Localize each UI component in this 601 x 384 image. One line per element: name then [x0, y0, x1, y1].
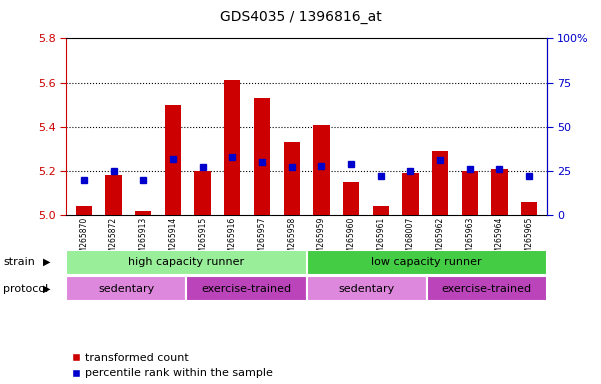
Bar [284, 142, 300, 215]
Text: GDS4035 / 1396816_at: GDS4035 / 1396816_at [219, 10, 382, 23]
Text: strain: strain [3, 257, 35, 267]
Text: exercise-trained: exercise-trained [201, 284, 291, 294]
Bar [307, 276, 427, 301]
Text: protocol: protocol [3, 284, 48, 294]
Bar [66, 276, 186, 301]
Bar [427, 276, 547, 301]
Text: ▶: ▶ [43, 257, 50, 267]
Bar [224, 80, 240, 215]
Bar [343, 182, 359, 215]
Text: sedentary: sedentary [98, 284, 154, 294]
Bar [313, 124, 329, 215]
Bar [66, 250, 307, 275]
Text: exercise-trained: exercise-trained [442, 284, 532, 294]
Bar [105, 175, 122, 215]
Bar [186, 276, 307, 301]
Bar [135, 210, 151, 215]
Bar [165, 104, 181, 215]
Text: low capacity runner: low capacity runner [371, 257, 482, 267]
Text: high capacity runner: high capacity runner [128, 257, 245, 267]
Text: sedentary: sedentary [338, 284, 395, 294]
Bar [491, 169, 508, 215]
Bar [432, 151, 448, 215]
Bar [76, 206, 92, 215]
Legend: transformed count, percentile rank within the sample: transformed count, percentile rank withi… [72, 353, 273, 379]
Bar [254, 98, 270, 215]
Bar [307, 250, 547, 275]
Bar [195, 171, 211, 215]
Bar [373, 206, 389, 215]
Bar [462, 171, 478, 215]
Bar [521, 202, 537, 215]
Bar [402, 173, 418, 215]
Text: ▶: ▶ [43, 284, 50, 294]
